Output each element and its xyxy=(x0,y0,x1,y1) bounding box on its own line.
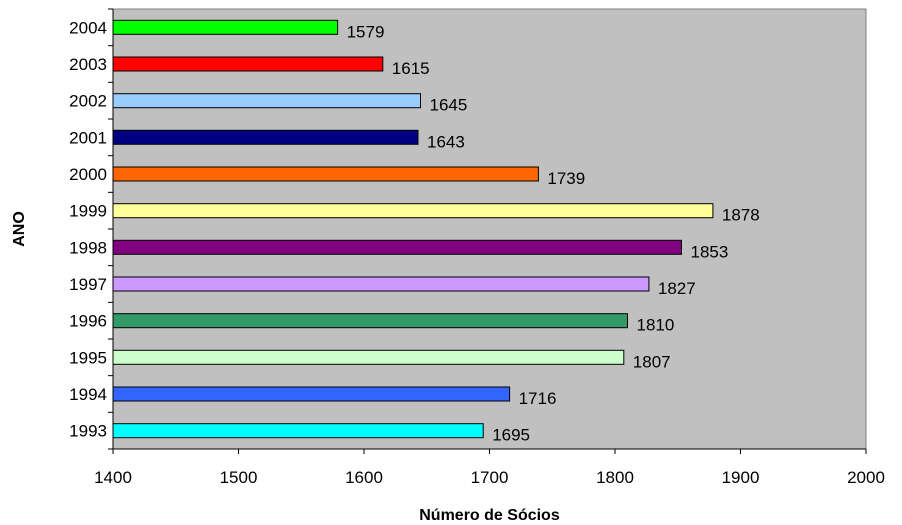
y-axis: 1993 1994 1995 1996 1997 1998 1999 2000 2001 2002… xyxy=(69,8,114,450)
bar-1993 xyxy=(112,423,484,439)
x-tick-label-2000: 2000 xyxy=(847,468,885,487)
x-tick-label-1400: 1400 xyxy=(94,468,132,487)
x-axis: 1400 1500 1600 1700 1800 1900 2000 xyxy=(94,448,885,487)
data-label-2003: 1615 xyxy=(392,59,430,78)
data-label-1995: 1807 xyxy=(633,352,671,371)
data-label-2000: 1739 xyxy=(547,169,585,188)
x-tick-label-1900: 1900 xyxy=(722,468,760,487)
plot-area xyxy=(112,8,867,450)
data-label-1998: 1853 xyxy=(691,242,729,261)
data-label-1993: 1695 xyxy=(492,426,530,445)
y-tick-label-2003: 2003 xyxy=(69,55,107,74)
x-tick-label-1700: 1700 xyxy=(471,468,509,487)
data-label-1994: 1716 xyxy=(519,389,557,408)
bar-1998 xyxy=(112,239,682,255)
bar-2000 xyxy=(112,166,539,182)
y-tick-label-1994: 1994 xyxy=(69,385,107,404)
data-label-2001: 1643 xyxy=(427,132,465,151)
bar-2003 xyxy=(112,56,384,72)
bar-1999 xyxy=(112,203,714,219)
data-label-1999: 1878 xyxy=(722,206,760,225)
y-tick-label-1993: 1993 xyxy=(69,422,107,441)
y-tick-label-1999: 1999 xyxy=(69,202,107,221)
y-tick-label-1998: 1998 xyxy=(69,238,107,257)
bar-2002 xyxy=(112,93,421,109)
data-label-1996: 1810 xyxy=(637,316,675,335)
data-labels-group: 1695 1716 1807 1810 1827 1853 1878 1739 1643 1645… xyxy=(347,22,760,444)
x-tick-label-1500: 1500 xyxy=(220,468,258,487)
x-tick-label-1600: 1600 xyxy=(345,468,383,487)
bar-1996 xyxy=(112,313,628,329)
bar-2004 xyxy=(112,19,339,35)
data-label-1997: 1827 xyxy=(658,279,696,298)
bar-1997 xyxy=(112,276,650,292)
data-label-2004: 1579 xyxy=(347,22,385,41)
bar-2001 xyxy=(112,129,419,145)
data-label-2002: 1645 xyxy=(430,96,468,115)
x-tick-label-1800: 1800 xyxy=(596,468,634,487)
y-tick-label-1995: 1995 xyxy=(69,348,107,367)
y-tick-label-2002: 2002 xyxy=(69,92,107,111)
x-axis-title: Número de Sócios xyxy=(419,507,560,524)
y-tick-label-2000: 2000 xyxy=(69,165,107,184)
y-tick-label-2004: 2004 xyxy=(69,18,107,37)
bar-1994 xyxy=(112,386,511,402)
y-axis-title: ANO xyxy=(11,211,28,247)
y-tick-label-2001: 2001 xyxy=(69,128,107,147)
y-tick-label-1997: 1997 xyxy=(69,275,107,294)
bar-1995 xyxy=(112,349,625,365)
y-tick-label-1996: 1996 xyxy=(69,312,107,331)
